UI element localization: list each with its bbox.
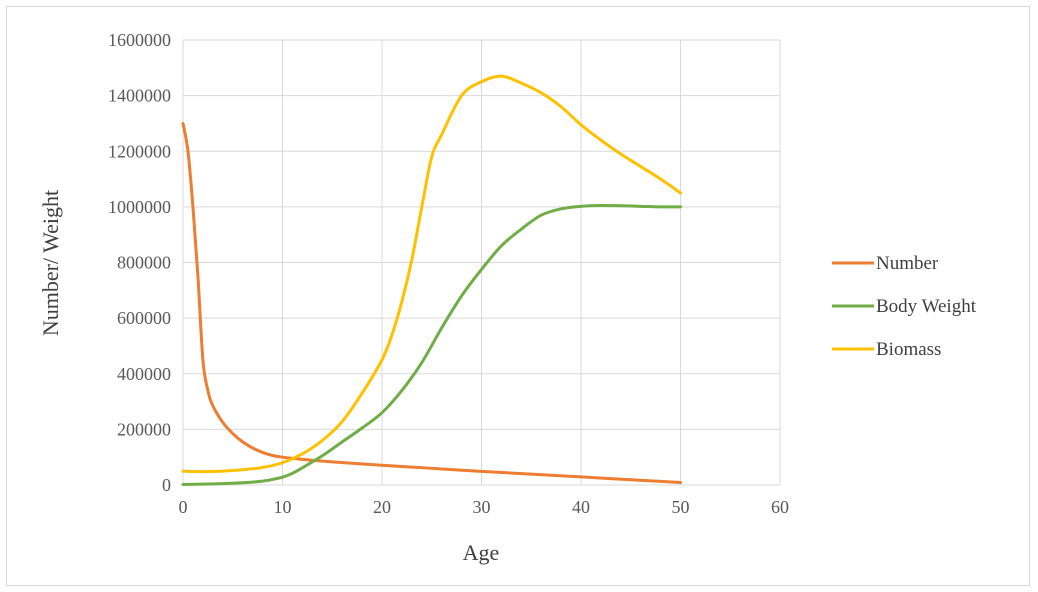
x-tick-label: 50 [672, 497, 690, 517]
y-tick-label: 200000 [117, 419, 171, 439]
legend-label-body-weight: Body Weight [876, 296, 977, 317]
y-tick-labels: 0 200000 400000 600000 800000 1000000 1200000 1… [108, 30, 171, 495]
gridlines [182, 39, 781, 486]
y-tick-label: 800000 [117, 253, 171, 273]
y-tick-label: 1200000 [108, 141, 171, 161]
y-tick-label: 600000 [117, 308, 171, 328]
x-tick-label: 10 [274, 497, 292, 517]
chart-frame [6, 6, 1030, 586]
series-line-body-weight [181, 203, 682, 486]
legend: Number Body Weight Biomass [832, 253, 977, 360]
y-tick-label: 1600000 [108, 30, 171, 50]
legend-label-number: Number [876, 253, 939, 274]
legend-label-biomass: Biomass [876, 339, 941, 360]
x-tick-label: 30 [473, 497, 491, 517]
x-tick-label: 60 [771, 497, 789, 517]
x-tick-label: 0 [179, 497, 188, 517]
y-tick-label: 1000000 [108, 197, 171, 217]
y-tick-label: 400000 [117, 364, 171, 384]
x-tick-label: 20 [373, 497, 391, 517]
y-tick-label: 1400000 [108, 86, 171, 106]
series-line-number [181, 121, 682, 484]
y-tick-label: 0 [162, 475, 171, 495]
series-line-biomass [181, 74, 682, 474]
x-tick-labels: 0 10 20 30 40 50 60 [179, 497, 790, 517]
x-tick-label: 40 [572, 497, 590, 517]
x-axis-label: Age [463, 540, 500, 565]
y-axis-label: Number/ Weight [38, 190, 63, 336]
series-lines [181, 74, 682, 486]
